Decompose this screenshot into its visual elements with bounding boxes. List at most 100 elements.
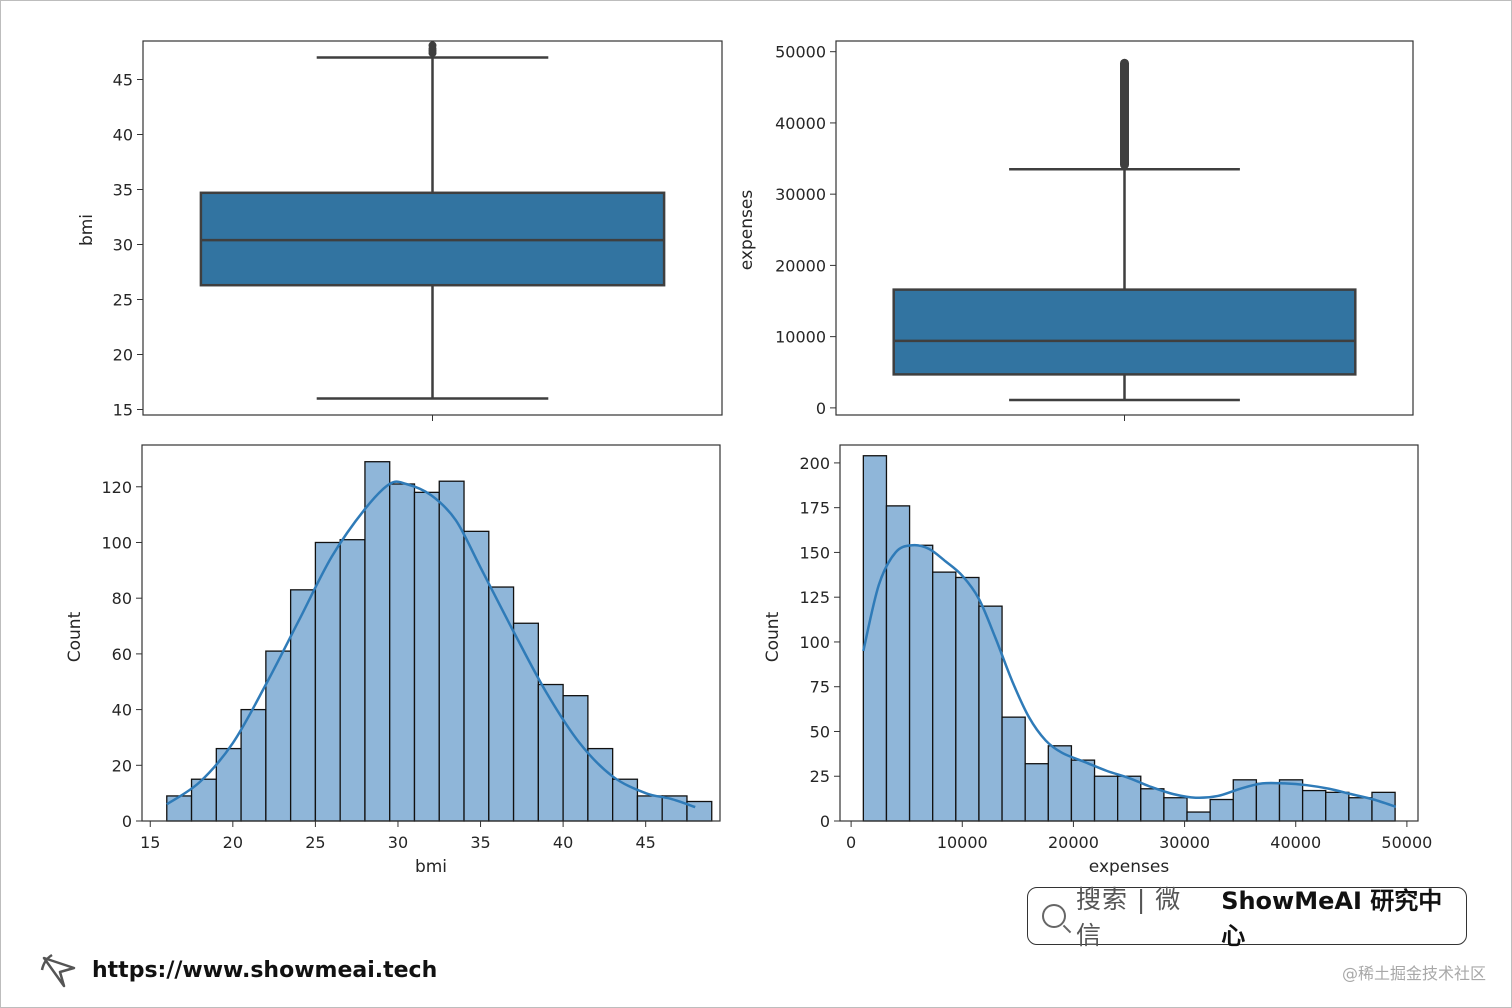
brand-text: ShowMeAI 研究中心: [1221, 887, 1443, 950]
kde-curve: [166, 480, 696, 809]
y-tick-label: 200: [799, 454, 830, 473]
x-tick-label: 20000: [1048, 833, 1099, 852]
y-tick-label: 60: [112, 645, 132, 664]
histogram-bar: [289, 589, 317, 822]
y-tick-label: 25: [113, 291, 133, 310]
watermark-text: @稀土掘金技术社区: [1341, 964, 1486, 983]
expenses-histogram: 0 25 50 75 100 125 150 175 200 Count 0 10000 20000 30…: [763, 444, 1432, 877]
axes-frame: [839, 444, 1419, 822]
y-tick-label: 40: [112, 701, 132, 720]
y-tick-label: 0: [122, 812, 132, 831]
histogram-bar: [1278, 779, 1304, 822]
y-tick-label: 10000: [775, 328, 826, 347]
x-tick-label: 40000: [1270, 833, 1321, 852]
histogram-bar: [1140, 788, 1165, 822]
y-axis-label: bmi: [77, 214, 97, 246]
y-tick-label: 20: [113, 346, 133, 365]
x-axis-label: expenses: [1089, 857, 1170, 877]
x-tick-label: 45: [636, 833, 656, 852]
histogram-bar: [1047, 745, 1073, 822]
y-tick-label: 50: [810, 722, 830, 741]
y-tick-label: 30: [113, 236, 133, 255]
x-axis-label: bmi: [415, 857, 447, 877]
y-tick-label: 0: [820, 812, 830, 831]
histogram-bar: [932, 571, 957, 822]
y-tick-label: 40: [113, 126, 133, 145]
histogram-bar: [438, 480, 465, 822]
outlier-cluster: [1120, 58, 1129, 170]
y-tick-label: 25: [810, 767, 830, 786]
histogram-bar: [1117, 775, 1142, 822]
histogram-bar: [339, 539, 366, 822]
y-tick-label: 35: [113, 181, 133, 200]
histogram-bar: [389, 483, 416, 822]
outlier-point: [428, 41, 437, 50]
x-tick-label: 0: [846, 833, 856, 852]
histogram-bar: [1024, 763, 1049, 822]
y-tick-label: 50000: [775, 43, 826, 62]
x-tick-label: 15: [140, 833, 160, 852]
histogram-bar: [166, 795, 193, 822]
x-tick-label: 30000: [1159, 833, 1210, 852]
y-tick-label: 120: [101, 478, 132, 497]
histogram-bar: [1371, 791, 1396, 822]
footer-url: https://www.showmeai.tech: [40, 950, 437, 990]
kde-curve: [862, 543, 1397, 808]
site-url[interactable]: https://www.showmeai.tech: [92, 957, 438, 983]
y-tick-label: 175: [799, 499, 830, 518]
bmi-histogram: 0 20 40 60 80 100 120 Count 15 20 25 30 35 40 45 bmi: [65, 444, 721, 877]
y-tick-label: 80: [112, 589, 132, 608]
wechat-search-badge: 搜索 | 微信 ShowMeAI 研究中心: [1027, 885, 1467, 950]
expenses-boxplot: 0 10000 20000 30000 40000 50000 expenses: [737, 40, 1414, 421]
x-tick-label: 20: [223, 833, 243, 852]
histogram-bar: [1070, 759, 1096, 822]
y-tick-label: 125: [799, 588, 830, 607]
y-axis-label: Count: [65, 611, 85, 662]
histogram-bar: [885, 505, 911, 822]
histogram-bar: [1209, 798, 1234, 822]
y-tick-label: 20: [112, 756, 132, 775]
x-tick-label: 35: [470, 833, 490, 852]
search-icon: [1042, 904, 1066, 928]
cursor-arrow-icon: [40, 953, 76, 988]
histogram-bar: [1093, 775, 1119, 822]
histogram-bar: [1186, 811, 1211, 822]
y-axis-label: Count: [763, 611, 783, 662]
histogram-bar: [1163, 797, 1188, 822]
axes-frame: [141, 444, 721, 822]
histogram-bar: [1325, 791, 1350, 822]
histogram-bar: [612, 778, 639, 822]
histogram-bar: [364, 461, 391, 822]
x-tick-label: 50000: [1381, 833, 1432, 852]
x-tick-label: 40: [553, 833, 573, 852]
iqr-box: [892, 288, 1357, 376]
histogram-bar: [1301, 789, 1327, 822]
histogram-bar: [587, 747, 614, 822]
histogram-bar: [314, 541, 341, 822]
y-tick-label: 45: [113, 71, 133, 90]
bmi-boxplot: 15 20 25 30 35 40 45 bmi: [77, 40, 723, 421]
y-tick-label: 20000: [775, 256, 826, 275]
histogram-bar: [562, 695, 589, 822]
histogram-bar: [240, 708, 267, 822]
histogram-bar: [908, 544, 934, 822]
x-tick-label: 30: [388, 833, 408, 852]
histogram-bar: [537, 683, 564, 822]
histogram-bar: [636, 795, 663, 822]
y-tick-label: 30000: [775, 185, 826, 204]
y-axis-label: expenses: [737, 190, 757, 271]
search-text: 搜索 | 微信: [1075, 885, 1182, 950]
histogram-bar: [1348, 797, 1373, 822]
y-tick-label: 75: [810, 678, 830, 697]
histogram-bar: [1001, 716, 1026, 822]
y-tick-label: 15: [113, 401, 133, 420]
y-tick-label: 0: [816, 399, 826, 418]
y-tick-label: 150: [799, 543, 830, 562]
histogram-bar: [978, 605, 1003, 822]
histogram-bar: [955, 576, 980, 822]
histogram-bar: [463, 530, 490, 822]
x-tick-label: 10000: [937, 833, 988, 852]
histogram-bar: [1255, 782, 1281, 822]
y-tick-label: 40000: [775, 114, 826, 133]
histogram-bar: [413, 491, 440, 822]
